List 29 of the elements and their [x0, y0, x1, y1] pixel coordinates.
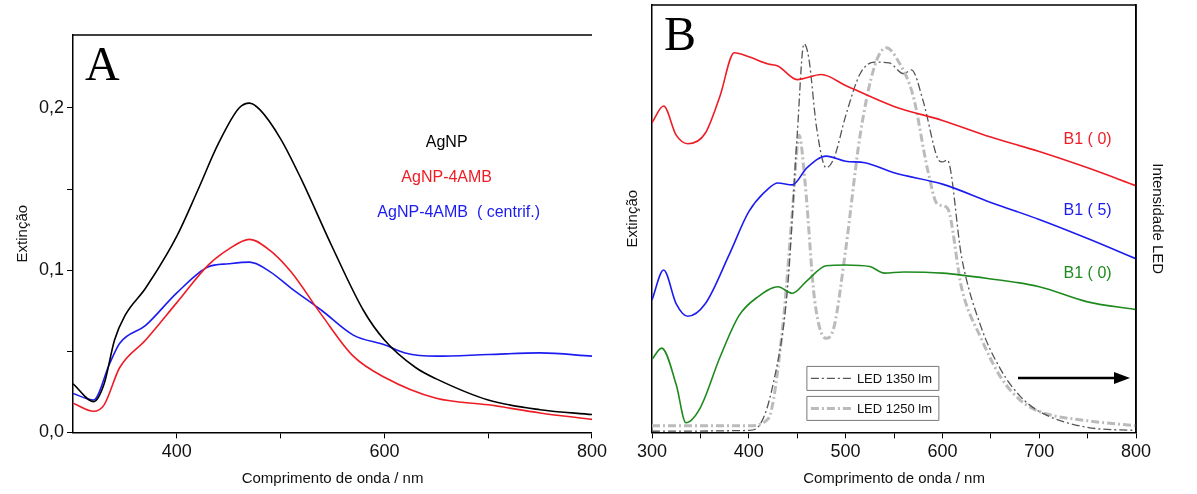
text: AgNP-4AMB — [401, 168, 493, 186]
legend-label: LED 1250 lm — [856, 400, 933, 416]
x-tick-label: 700 — [1024, 441, 1055, 462]
y-axis-title: Extinção — [623, 189, 641, 248]
legend-label: LED 1350 lm — [856, 370, 933, 386]
x-tick-label: 500 — [830, 441, 861, 462]
line-series — [73, 238, 592, 421]
x-tick-label: 600 — [927, 441, 958, 462]
line-series — [73, 261, 592, 401]
y-axis-title: Extinção — [13, 204, 31, 263]
y-tick-label: 0,0 — [38, 421, 65, 442]
series-label: B1 ( 0) — [1063, 130, 1112, 148]
x-axis-title: Comprimento de onda / nm — [241, 469, 424, 487]
x-tick-label: 600 — [369, 441, 400, 462]
y2-axis-title: Intensidade LED — [1149, 163, 1167, 275]
x-tick-label: 800 — [1120, 441, 1152, 462]
y-tick-label: 0,2 — [38, 96, 65, 117]
x-tick-label: 400 — [161, 441, 192, 462]
text: AgNP — [425, 133, 468, 151]
x-tick-label: 400 — [733, 441, 764, 462]
y-tick-label: 0,1 — [38, 259, 65, 280]
chart-title: A — [85, 36, 121, 90]
chart-title: B — [664, 6, 697, 60]
x-axis-title: Comprimento de onda / nm — [803, 469, 985, 487]
series-label: B1 ( 5) — [1063, 200, 1112, 218]
x-tick-label: 800 — [576, 441, 608, 462]
x-tick-label: 300 — [636, 441, 668, 462]
series-label: B1 ( 0) — [1063, 264, 1112, 282]
text: AgNP-4AMB ( centrif.) — [377, 203, 541, 221]
